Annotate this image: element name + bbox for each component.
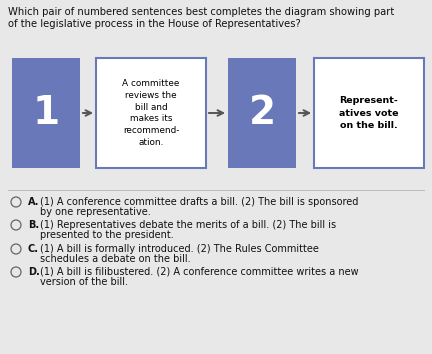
Text: D.: D. [28, 267, 40, 277]
Text: B.: B. [28, 220, 39, 230]
Text: A.: A. [28, 197, 39, 207]
Text: (1) A bill is filibustered. (2) A conference committee writes a new: (1) A bill is filibustered. (2) A confer… [40, 267, 359, 277]
Bar [96, 58, 206, 168]
Text: (1) Representatives debate the merits of a bill. (2) The bill is: (1) Representatives debate the merits of… [40, 220, 336, 230]
Text: 1: 1 [32, 94, 60, 132]
Text: presented to the president.: presented to the president. [40, 230, 174, 240]
Circle shape [11, 244, 21, 254]
Text: by one representative.: by one representative. [40, 207, 151, 217]
Text: C.: C. [28, 244, 39, 254]
Bar [314, 58, 424, 168]
Text: Which pair of numbered sentences best completes the diagram showing part: Which pair of numbered sentences best co… [8, 7, 394, 17]
Text: (1) A conference committee drafts a bill. (2) The bill is sponsored: (1) A conference committee drafts a bill… [40, 197, 359, 207]
Text: 2: 2 [248, 94, 276, 132]
Text: version of the bill.: version of the bill. [40, 277, 128, 287]
Text: schedules a debate on the bill.: schedules a debate on the bill. [40, 254, 191, 264]
Circle shape [11, 197, 21, 207]
Circle shape [11, 220, 21, 230]
Circle shape [11, 267, 21, 277]
Bar [12, 58, 80, 168]
Text: of the legislative process in the House of Representatives?: of the legislative process in the House … [8, 19, 301, 29]
Text: Represent-
atives vote
on the bill.: Represent- atives vote on the bill. [339, 96, 399, 130]
Text: (1) A bill is formally introduced. (2) The Rules Committee: (1) A bill is formally introduced. (2) T… [40, 244, 319, 254]
Text: A committee
reviews the
bill and
makes its
recommend-
ation.: A committee reviews the bill and makes i… [122, 79, 180, 147]
Bar [228, 58, 296, 168]
